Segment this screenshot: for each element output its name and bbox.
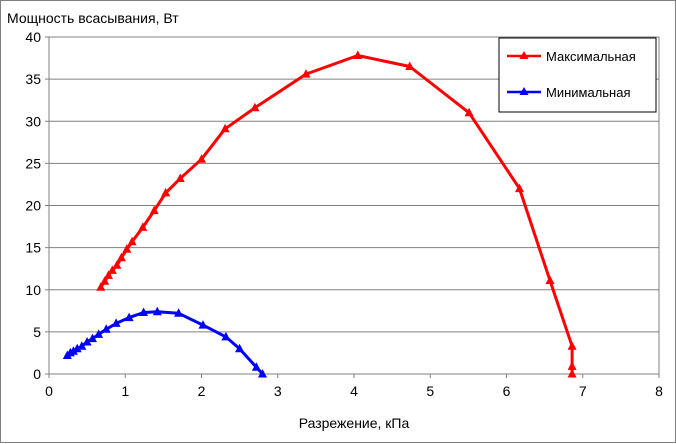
y-tick-label: 10 [25,282,41,298]
data-point [112,260,122,269]
y-axis-title: Мощность всасывания, Вт [7,10,179,26]
data-point [101,324,111,333]
legend-label-max: Максимальная [546,49,636,64]
y-tick-label: 0 [33,366,41,382]
data-point [122,244,132,253]
series-min [62,306,267,378]
legend-marker-max [519,51,529,59]
x-tick-label: 8 [655,383,663,399]
series-group [62,50,577,378]
data-point [68,346,78,355]
data-point [353,50,363,59]
y-tick-label: 20 [25,198,41,214]
x-axis-title: Разрежение, кПа [299,415,410,431]
x-tick-label: 5 [426,383,434,399]
data-point [77,341,87,350]
data-point [116,252,126,262]
x-tick-label: 6 [503,383,511,399]
x-tick-label: 1 [121,383,129,399]
data-point [221,331,231,341]
data-point [174,308,184,317]
x-tick-label: 0 [45,383,53,399]
data-point [127,236,137,246]
data-point [405,61,415,70]
data-point [82,337,92,346]
data-point [124,312,134,322]
legend-label-min: Минимальная [546,85,631,100]
legend-box [498,37,657,113]
y-tick-label: 40 [25,29,41,45]
data-point [567,361,577,370]
x-tick-label: 2 [198,383,206,399]
data-point [258,369,267,378]
y-tick-label: 5 [33,324,41,340]
data-point [464,107,474,117]
data-point [515,183,524,193]
data-point [104,270,113,279]
y-tick-label: 25 [25,155,41,171]
series-max [96,50,577,378]
data-point [149,205,159,215]
data-point [567,341,577,350]
data-point [72,343,82,353]
data-point [250,102,260,112]
y-tick-label: 35 [25,71,41,87]
data-point [545,275,555,284]
data-point [251,362,261,371]
y-tick-label: 15 [25,240,41,256]
data-point [107,265,117,274]
data-point [175,173,185,182]
data-point [94,329,104,338]
data-point [100,276,110,285]
data-point [139,307,149,316]
data-point [88,333,97,343]
data-point [96,282,106,291]
data-point [235,343,245,353]
data-point [220,123,230,133]
data-point [138,222,148,231]
data-point [152,306,162,316]
x-tick-label: 3 [274,383,282,399]
data-point [567,369,577,378]
x-tick-label: 4 [350,383,358,399]
data-point [161,187,171,197]
data-point [197,154,206,163]
legend: Максимальная Минимальная [498,37,657,113]
x-tick-label: 7 [579,383,587,399]
axes: 0 5 10 15 20 25 30 35 40 0 1 2 3 4 5 6 7 8 [25,29,663,399]
data-point [301,69,311,78]
y-tick-label: 30 [25,113,41,129]
legend-marker-min [519,87,529,95]
data-point [198,320,208,329]
data-point [111,318,121,327]
